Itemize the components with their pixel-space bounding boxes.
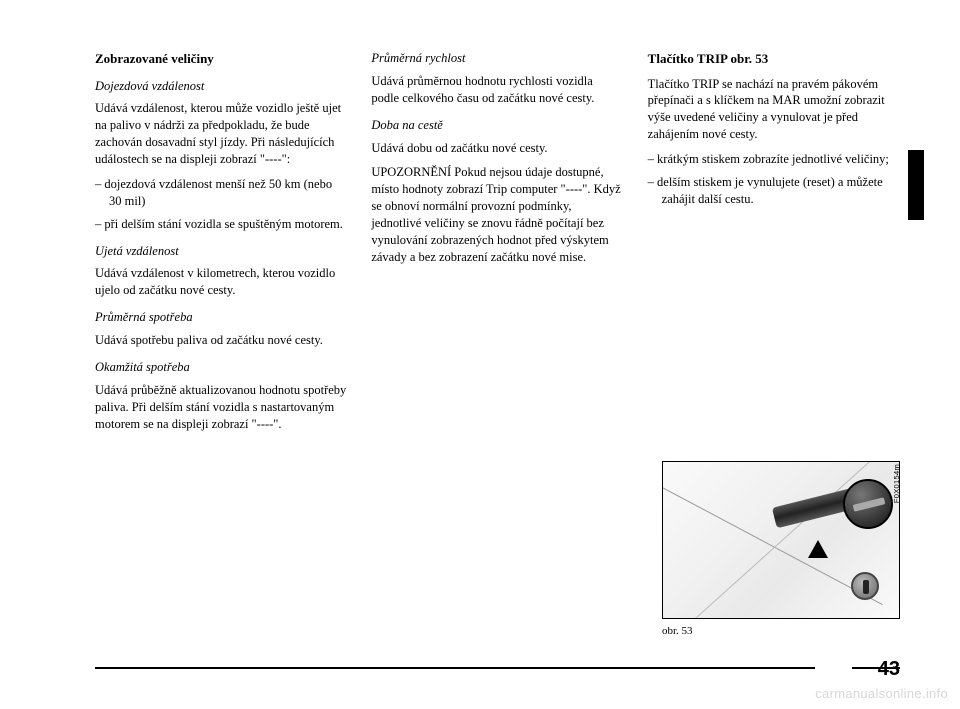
para-warning: UPOZORNĚNÍ Pokud nejsou údaje dostupné, … xyxy=(371,164,623,265)
subhead-range: Dojezdová vzdálenost xyxy=(95,78,347,95)
figure-caption: obr. 53 xyxy=(662,625,900,637)
para-inst-cons: Udává průběžně aktualizovanou hodnotu sp… xyxy=(95,382,347,433)
para-trip-time: Udává dobu od začátku nové cesty. xyxy=(371,140,623,157)
watermark-text: carmanualsonline.info xyxy=(815,686,948,701)
column-2: Průměrná rychlost Udává průměrnou hodnot… xyxy=(371,50,623,440)
manual-page: Zobrazované veličiny Dojezdová vzdálenos… xyxy=(0,0,960,709)
subhead-distance: Ujetá vzdálenost xyxy=(95,243,347,260)
column-1: Zobrazované veličiny Dojezdová vzdálenos… xyxy=(95,50,347,440)
heading-displayed-values: Zobrazované veličiny xyxy=(95,50,347,68)
heading-trip-button: Tlačítko TRIP obr. 53 xyxy=(648,50,900,68)
subhead-inst-cons: Okamžitá spotřeba xyxy=(95,359,347,376)
li-range-1: – dojezdová vzdálenost menší než 50 km (… xyxy=(95,176,347,210)
pointer-arrow-icon xyxy=(808,540,828,558)
para-range: Udává vzdálenost, kterou může vozidlo je… xyxy=(95,100,347,168)
figure-image: F0X0154m xyxy=(662,461,900,619)
subhead-avg-cons: Průměrná spotřeba xyxy=(95,309,347,326)
footer-rule xyxy=(95,667,815,669)
trip-button-knob-icon xyxy=(843,479,893,529)
column-3: Tlačítko TRIP obr. 53 Tlačítko TRIP se n… xyxy=(648,50,900,440)
li-trip-2: – delším stiskem je vynulujete (reset) a… xyxy=(648,174,900,208)
figure-53: F0X0154m obr. 53 xyxy=(662,461,900,637)
figure-code: F0X0154m xyxy=(892,464,900,503)
para-distance: Udává vzdálenost v kilometrech, kterou v… xyxy=(95,265,347,299)
subhead-trip-time: Doba na cestě xyxy=(371,117,623,134)
page-number: 43 xyxy=(878,658,900,681)
para-trip-button: Tlačítko TRIP se nachází na pravém pákov… xyxy=(648,76,900,144)
li-trip-1: – krátkým stiskem zobrazíte jednotlivé v… xyxy=(648,151,900,168)
text-columns: Zobrazované veličiny Dojezdová vzdálenos… xyxy=(95,50,900,440)
para-avg-cons: Udává spotřebu paliva od začátku nové ce… xyxy=(95,332,347,349)
para-avg-speed: Udává průměrnou hodnotu rychlosti vozidl… xyxy=(371,73,623,107)
li-range-2: – při delším stání vozidla se spuštěným … xyxy=(95,216,347,233)
section-tab xyxy=(908,150,924,220)
ignition-lock-icon xyxy=(851,572,879,600)
subhead-avg-speed: Průměrná rychlost xyxy=(371,50,623,67)
